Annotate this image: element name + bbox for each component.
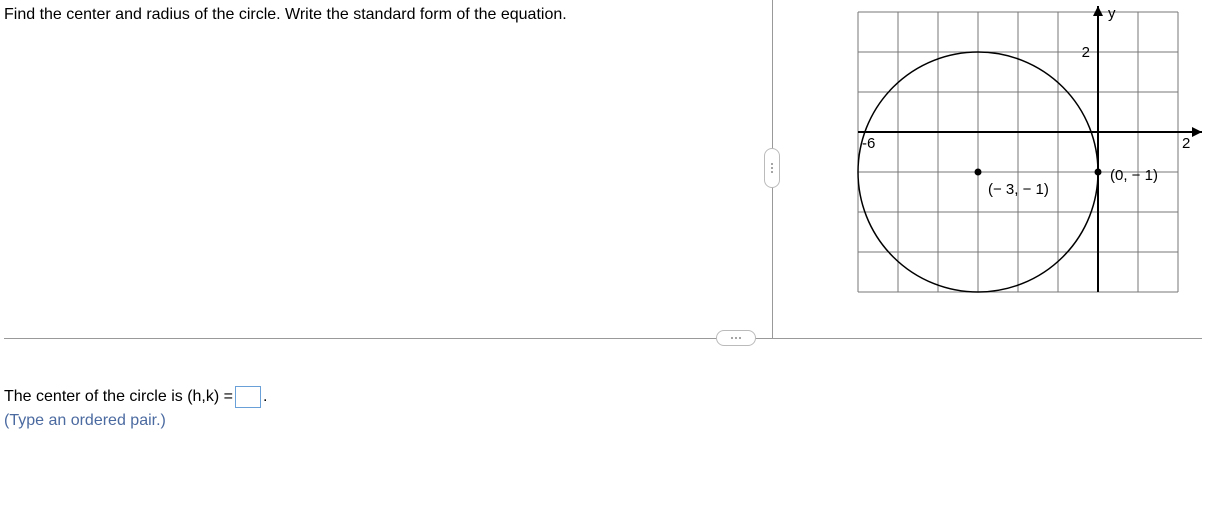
svg-text:(0, − 1): (0, − 1) <box>1110 167 1158 184</box>
svg-text:y: y <box>1108 5 1116 22</box>
horizontal-divider <box>4 338 1202 339</box>
center-input[interactable] <box>235 386 261 408</box>
vertical-resize-handle[interactable] <box>764 148 780 188</box>
circle-graph: yx-622(− 3, − 1)(0, − 1) <box>838 4 1206 304</box>
question-text: Find the center and radius of the circle… <box>4 6 764 24</box>
svg-text:2: 2 <box>1182 135 1190 152</box>
svg-text:-6: -6 <box>862 135 875 152</box>
svg-text:2: 2 <box>1082 44 1090 61</box>
horizontal-resize-handle[interactable] <box>716 330 756 346</box>
answer-line: The center of the circle is (h,k) = . <box>4 386 267 408</box>
answer-hint: (Type an ordered pair.) <box>4 412 267 430</box>
answer-prefix: The center of the circle is (h,k) = <box>4 388 233 406</box>
answer-suffix: . <box>263 388 267 406</box>
graph-panel: yx-622(− 3, − 1)(0, − 1) <box>838 4 1206 309</box>
svg-text:(− 3, − 1): (− 3, − 1) <box>988 181 1049 198</box>
answer-region: The center of the circle is (h,k) = . (T… <box>4 386 267 430</box>
